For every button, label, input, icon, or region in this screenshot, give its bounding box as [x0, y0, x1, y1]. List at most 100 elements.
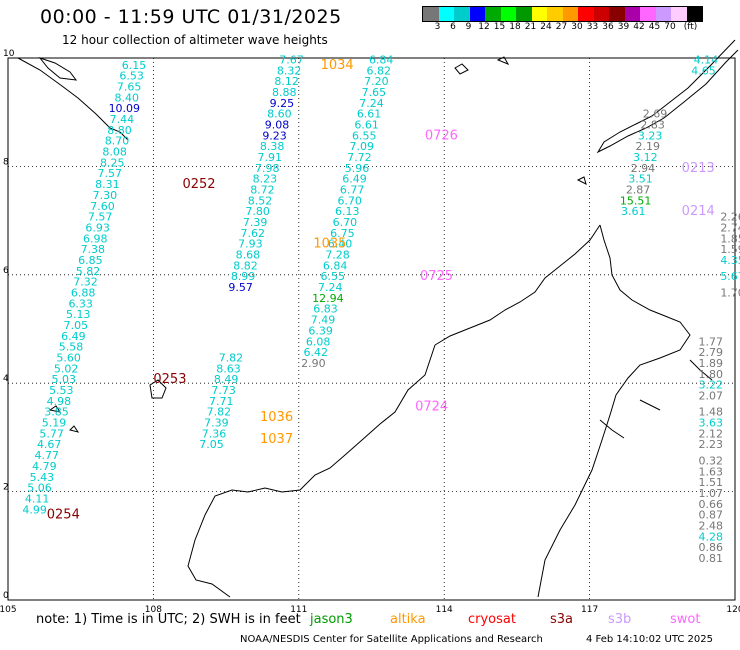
wave-height-label: 6.61	[354, 118, 379, 131]
wave-height-label: 15.51	[620, 194, 652, 207]
wave-height-label: 6.61	[357, 108, 382, 121]
wave-height-label: 2.48	[699, 520, 724, 533]
wave-height-label: 5.60	[56, 352, 81, 365]
wave-height-label: 6.42	[304, 346, 329, 359]
wave-height-label: 2.23	[699, 438, 724, 451]
legend-swatch	[609, 7, 625, 21]
wave-height-label: 5.82	[76, 265, 101, 278]
wave-height-label: 1.51	[699, 476, 724, 489]
wave-height-label: 5.67	[720, 270, 740, 283]
coastline-borneo-north	[434, 224, 601, 346]
wave-height-label: 1.07	[699, 487, 724, 500]
wave-height-label: 4.99	[22, 503, 47, 516]
wave-height-label: 7.49	[311, 314, 336, 327]
wave-height-label: 9.25	[270, 97, 295, 110]
wave-height-label: 4.11	[25, 492, 50, 505]
legend-tick-label: 39	[617, 22, 630, 32]
x-tick-label: 111	[290, 605, 307, 615]
pass-time-label: 1035	[313, 237, 346, 252]
wave-height-label: 7.65	[362, 86, 387, 99]
wave-height-label: 1.77	[699, 335, 724, 348]
wave-height-label: 1.85	[720, 232, 740, 245]
wave-height-label: 6.84	[369, 53, 394, 66]
wave-height-label: 7.72	[347, 151, 372, 164]
legend-swatch	[593, 7, 609, 21]
coastline	[17, 39, 739, 598]
x-tick-label: 117	[581, 605, 598, 615]
coastline-borneo-east	[537, 224, 691, 598]
wave-height-label: 7.91	[257, 151, 282, 164]
wave-height-label: 7.82	[219, 352, 244, 365]
legend-swatch	[500, 7, 516, 21]
coastline-borneo-west	[187, 344, 436, 598]
legend-tick-label: 9	[465, 22, 472, 32]
wave-height-label: 6.70	[333, 216, 358, 229]
wave-height-label: 7.80	[245, 205, 270, 218]
legend-tick-label: 42	[633, 22, 645, 32]
y-tick-label: 6	[3, 266, 9, 276]
wave-height-label: 2.87	[626, 184, 651, 197]
wave-height-label: 1.48	[699, 406, 724, 419]
wave-height-label: 0.66	[699, 498, 724, 511]
legend-tick-label: 36	[602, 22, 614, 32]
credit-line: NOAA/NESDIS Center for Satellite Applica…	[240, 634, 543, 645]
wave-height-label: 1.80	[699, 368, 724, 381]
chart-subtitle: 12 hour collection of altimeter wave hei…	[62, 33, 328, 47]
wave-height-label: 7.09	[350, 140, 375, 153]
wave-height-label: 7.38	[81, 243, 106, 256]
pass-time-label: 0213	[682, 161, 715, 176]
wave-height-label: 7.36	[202, 427, 227, 440]
wave-height-label: 7.44	[110, 113, 135, 126]
legend-tick-label: (ft)	[683, 22, 698, 32]
wave-height-label: 9.23	[262, 129, 287, 142]
wave-height-label: 4.35	[720, 254, 740, 267]
wave-height-label: 3.51	[628, 173, 653, 186]
legend-tick-label: 45	[648, 22, 661, 32]
wave-height-label: 8.32	[277, 64, 302, 77]
wave-height-label: 9.57	[228, 281, 253, 294]
wave-height-label: 6.88	[71, 286, 96, 299]
wave-height-label: 5.19	[42, 417, 67, 430]
legend-tick-label: 70	[664, 22, 676, 32]
wave-height-label: 12.94	[312, 292, 344, 305]
pass-time-label: 0724	[415, 399, 448, 414]
legend-swatch	[671, 7, 687, 21]
legend-swatch	[438, 7, 454, 21]
wave-height-label: 8.88	[272, 86, 297, 99]
wave-height-label: 3.61	[621, 205, 646, 218]
wave-height-label: 4.98	[47, 395, 72, 408]
wave-height-label: 6.40	[328, 238, 353, 251]
wave-height-label: 8.63	[216, 362, 241, 375]
satellite-s3b: s3b	[608, 612, 632, 627]
wave-height-label: 6.13	[335, 205, 360, 218]
wave-height-label: 3.23	[638, 129, 663, 142]
pass-time-label: 0254	[47, 508, 80, 523]
wave-height-label: 3.85	[44, 406, 69, 419]
pass-time-label: 0253	[153, 372, 186, 387]
wave-height-label: 8.72	[250, 184, 275, 197]
wave-height-label: 7.98	[255, 162, 280, 175]
x-tick-label: 120	[726, 605, 740, 615]
wave-height-label: 8.40	[114, 91, 139, 104]
wave-height-label: 7.73	[211, 384, 236, 397]
legend-swatch	[655, 7, 671, 21]
wave-height-label: 5.03	[51, 373, 76, 386]
y-tick-label: 10	[3, 49, 15, 59]
wave-height-label: 7.67	[279, 53, 304, 66]
y-tick-label: 0	[3, 591, 9, 601]
timestamp: 4 Feb 14:10:02 UTC 2025	[586, 634, 713, 645]
wave-height-label: 6.39	[308, 324, 333, 337]
coastline-palawan	[596, 39, 739, 154]
wave-height-label: 0.86	[699, 541, 724, 554]
wave-height-label: 8.23	[253, 173, 278, 186]
wave-height-label: 7.93	[238, 238, 263, 251]
x-tick-label: 114	[436, 605, 453, 615]
y-tick-label: 8	[3, 157, 9, 167]
footer-note: note: 1) Time is in UTC; 2) SWH is in fe…	[36, 612, 301, 627]
x-tick-label: 108	[145, 605, 162, 615]
legend-tick-label: 15	[493, 22, 506, 32]
pass-time-label: 0252	[182, 177, 215, 192]
legend-swatch	[578, 7, 594, 21]
legend-swatch	[485, 7, 501, 21]
legend-tick-label: 6	[450, 22, 456, 32]
